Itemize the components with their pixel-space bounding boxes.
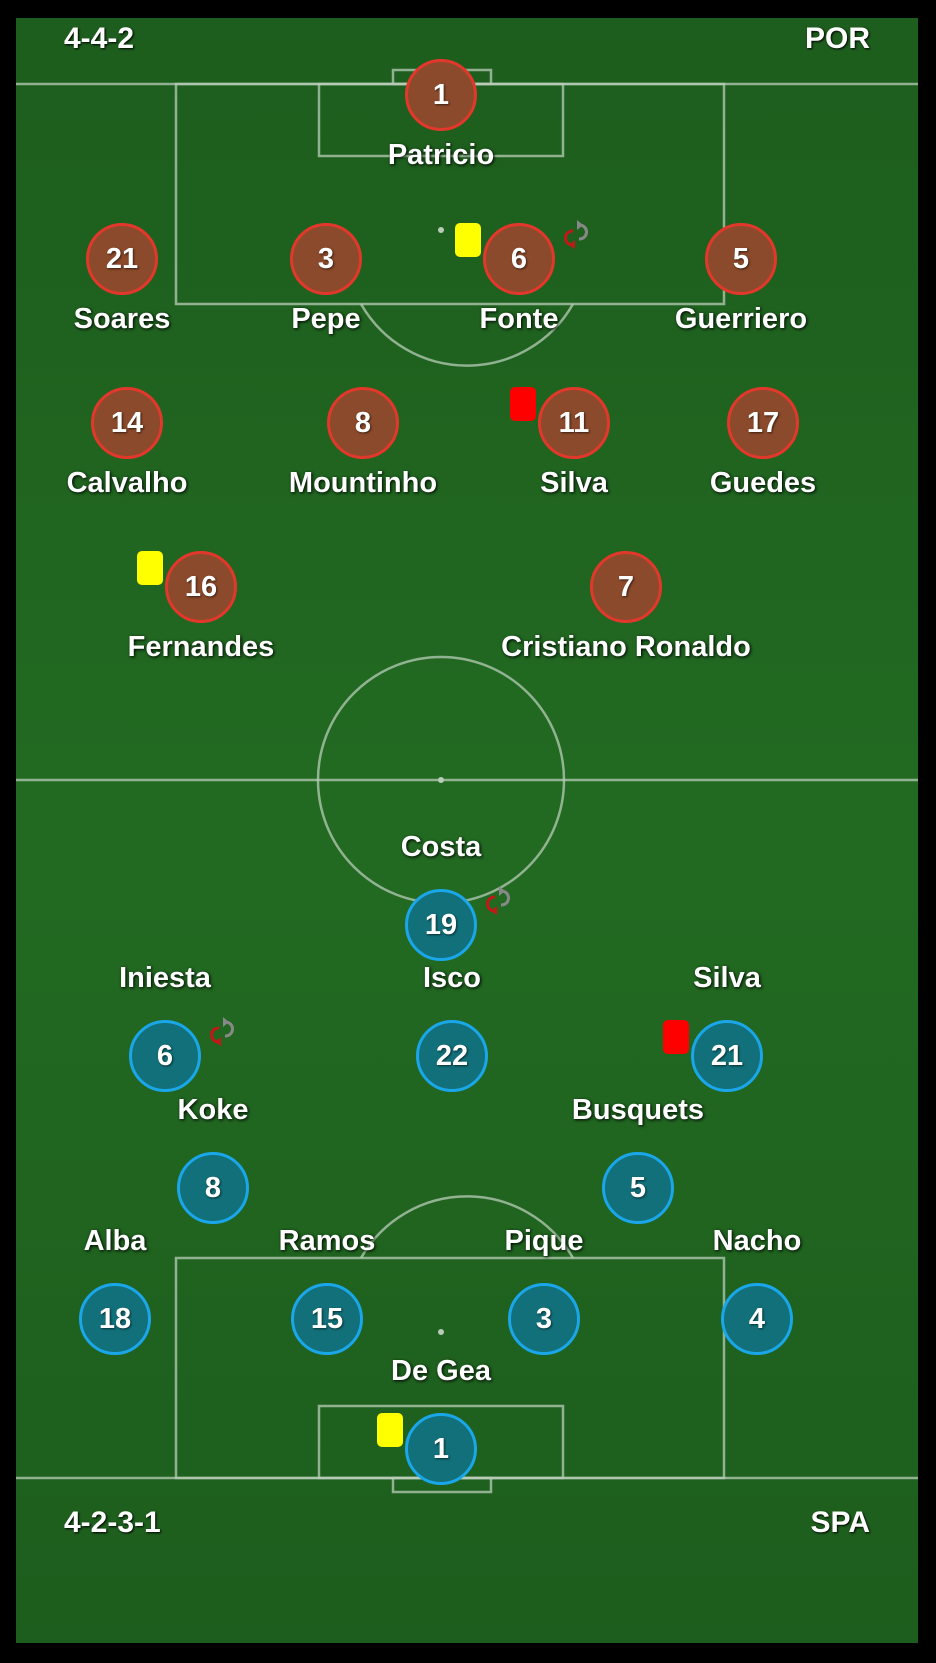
player-name: Cristiano Ronaldo	[501, 631, 751, 663]
player-number: 3	[508, 1283, 580, 1355]
red-card-icon	[663, 1020, 689, 1054]
player-number: 8	[177, 1152, 249, 1224]
player-name: Isco	[422, 962, 482, 994]
player-number: 14	[91, 387, 163, 459]
player-name: Alba	[83, 1225, 147, 1257]
player-name: Silva	[540, 467, 608, 499]
player-name: Pepe	[291, 303, 361, 335]
player-name: Fonte	[479, 303, 559, 335]
player-number: 7	[590, 551, 662, 623]
home-team-code: POR	[804, 22, 870, 55]
player-name: Ramos	[278, 1225, 376, 1257]
player-number: 18	[79, 1283, 151, 1355]
player-number: 19	[405, 889, 477, 961]
away-formation: 4-2-3-1	[64, 1506, 161, 1539]
player-number: 6	[129, 1020, 201, 1092]
player-number: 1	[405, 59, 477, 131]
player-number: 16	[165, 551, 237, 623]
player-name: Mountinho	[288, 467, 438, 499]
substitution-icon	[486, 886, 510, 915]
player-name: Silva	[693, 962, 761, 994]
player-name: Guedes	[709, 467, 817, 499]
red-card-icon	[510, 387, 536, 421]
player-name: Iniesta	[119, 962, 211, 994]
substitution-icon	[564, 220, 588, 249]
pitch: 4-4-2 POR 4-2-3-1 SPA 1 Patricio 21 Soar…	[16, 18, 918, 1643]
player-name: Busquets	[571, 1094, 705, 1126]
player-number: 8	[327, 387, 399, 459]
player-number: 4	[721, 1283, 793, 1355]
player-name: De Gea	[391, 1355, 491, 1387]
player-number: 11	[538, 387, 610, 459]
player-name: Koke	[177, 1094, 249, 1126]
player-number: 1	[405, 1413, 477, 1485]
yellow-card-icon	[455, 223, 481, 257]
player-number: 17	[727, 387, 799, 459]
player-name: Fernandes	[127, 631, 275, 663]
player-name: Pique	[504, 1225, 584, 1257]
player-name: Soares	[73, 303, 171, 335]
yellow-card-icon	[137, 551, 163, 585]
player-number: 22	[416, 1020, 488, 1092]
player-number: 6	[483, 223, 555, 295]
substitution-icon	[210, 1017, 234, 1046]
player-number: 3	[290, 223, 362, 295]
away-team-code: SPA	[810, 1506, 870, 1539]
home-formation: 4-4-2	[64, 22, 135, 55]
player-name: Nacho	[712, 1225, 802, 1257]
player-number: 15	[291, 1283, 363, 1355]
player-number: 5	[602, 1152, 674, 1224]
player-number: 5	[705, 223, 777, 295]
player-number: 21	[691, 1020, 763, 1092]
player-name: Costa	[400, 831, 482, 863]
player-name: Calvalho	[66, 467, 188, 499]
player-number: 21	[86, 223, 158, 295]
player-name: Guerriero	[674, 303, 808, 335]
player-name: Patricio	[387, 139, 495, 171]
yellow-card-icon	[377, 1413, 403, 1447]
